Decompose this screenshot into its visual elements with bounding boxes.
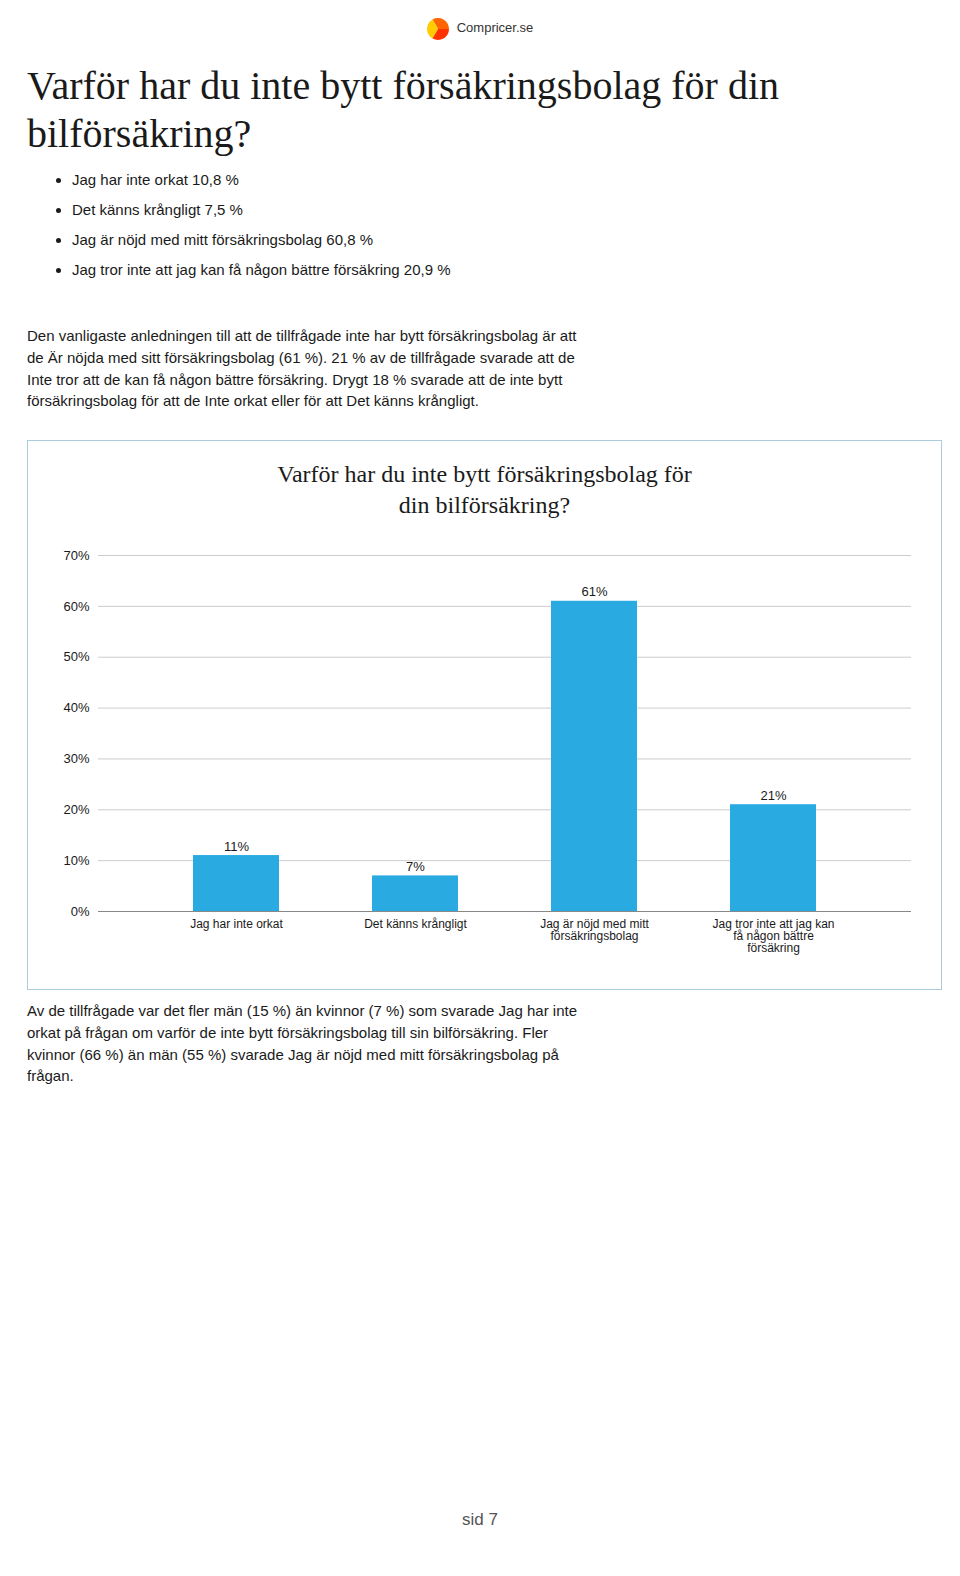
- svg-text:Jag har inte orkat: Jag har inte orkat: [190, 917, 283, 931]
- svg-text:7%: 7%: [406, 859, 425, 874]
- svg-text:70%: 70%: [63, 548, 89, 563]
- svg-text:40%: 40%: [63, 701, 89, 716]
- svg-text:Jag är nöjd med mittförsäkring: Jag är nöjd med mittförsäkringsbolag: [540, 917, 649, 943]
- svg-text:0%: 0%: [71, 904, 90, 919]
- html-text:sid 7: sid 7: [462, 1510, 498, 1529]
- svg-text:50%: 50%: [63, 650, 89, 665]
- svg-text:10%: 10%: [63, 853, 89, 868]
- html-text:Varför har du inte bytt försäk: Varför har du inte bytt försäkringsbolag…: [27, 63, 779, 156]
- svg-text:30%: 30%: [63, 751, 89, 766]
- svg-text:21%: 21%: [760, 788, 786, 803]
- svg-text:61%: 61%: [581, 585, 607, 600]
- html-text:Varför har du inte bytt försäk: Varför har du inte bytt försäkringsbolag…: [277, 461, 692, 519]
- svg-text:60%: 60%: [63, 599, 89, 614]
- html-text:Compricer.se: Compricer.se: [456, 20, 534, 36]
- svg-text:11%: 11%: [224, 839, 249, 854]
- html-text:Den vanligaste anledningen til: Den vanligaste anledningen till att de t…: [27, 327, 577, 410]
- svg-text:Det känns krångligt: Det känns krångligt: [364, 917, 467, 931]
- html-text:Det känns krångligt 7,5 %: Det känns krångligt 7,5 %: [72, 201, 243, 218]
- svg-text:Jag tror inte att jag kanfå nå: Jag tror inte att jag kanfå någon bättre…: [712, 917, 834, 955]
- html-text:Jag tror inte att jag kan få n: Jag tror inte att jag kan få någon bättr…: [72, 261, 451, 278]
- html-text:Jag är nöjd med mitt försäkrin: Jag är nöjd med mitt försäkringsbolag 60…: [72, 231, 373, 248]
- html-text:Jag har inte orkat 10,8 %: Jag har inte orkat 10,8 %: [72, 171, 239, 188]
- svg-text:20%: 20%: [63, 802, 89, 817]
- html-text:Av de tillfrågade var det fler: Av de tillfrågade var det fler män (15 %…: [27, 1002, 577, 1085]
